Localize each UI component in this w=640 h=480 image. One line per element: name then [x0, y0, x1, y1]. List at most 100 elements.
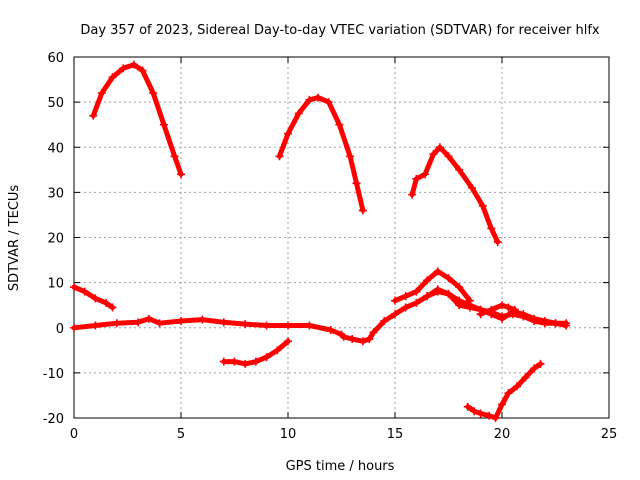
y-axis-label: SDTVAR / TECUs — [7, 185, 22, 292]
series-arc7 — [476, 301, 519, 319]
data-point — [70, 323, 78, 332]
data-point — [275, 152, 284, 161]
data-point — [504, 303, 513, 312]
data-point — [408, 190, 417, 199]
data-point — [91, 321, 100, 330]
data-point — [241, 359, 250, 368]
data-point — [352, 179, 361, 188]
data-point — [241, 320, 250, 329]
y-tick-label: 10 — [47, 277, 64, 292]
y-tick-label: 50 — [47, 96, 64, 111]
x-tick-label: 5 — [177, 427, 185, 442]
series-arc2 — [275, 93, 367, 215]
data-point — [455, 296, 464, 305]
series-arc6 — [423, 287, 571, 330]
data-point — [89, 111, 98, 120]
data-point — [420, 170, 429, 179]
data-point — [339, 332, 348, 341]
data-point — [433, 267, 442, 276]
data-point — [521, 373, 530, 382]
data-point — [365, 335, 374, 344]
data-point — [478, 201, 487, 210]
data-point — [519, 312, 528, 321]
chart-title: Day 357 of 2023, Sidereal Day-to-day VTE… — [80, 23, 600, 38]
data-point — [536, 359, 545, 368]
x-tick-label: 20 — [494, 427, 511, 442]
data-point — [412, 287, 421, 296]
y-tick-label: -20 — [43, 412, 64, 427]
data-point — [149, 89, 158, 98]
data-point — [468, 183, 477, 192]
data-point — [305, 321, 314, 330]
data-point — [487, 305, 496, 314]
y-tick-label: 30 — [47, 186, 64, 201]
data-point — [97, 89, 106, 98]
series-arc9 — [463, 359, 545, 422]
series-arc5 — [391, 267, 474, 305]
data-point — [487, 224, 496, 233]
data-point — [444, 289, 453, 298]
data-point — [412, 298, 421, 307]
data-point — [512, 382, 521, 391]
data-point — [540, 319, 549, 328]
x-tick-label: 15 — [387, 427, 404, 442]
data-point — [230, 357, 239, 366]
series-line — [276, 95, 366, 213]
x-tick-label: 10 — [280, 427, 297, 442]
x-tick-label: 0 — [70, 427, 78, 442]
data-point — [346, 152, 355, 161]
data-point — [551, 319, 560, 328]
x-axis-label: GPS time / hours — [286, 459, 395, 474]
data-point — [159, 120, 168, 129]
data-point — [348, 335, 357, 344]
data-point — [284, 337, 292, 346]
y-tick-label: 0 — [56, 322, 64, 337]
data-point — [219, 357, 228, 366]
data-point — [177, 316, 185, 325]
series-line — [465, 361, 543, 421]
data-point — [433, 287, 442, 296]
data-point — [284, 129, 292, 138]
data-point — [358, 337, 367, 346]
data-point — [562, 321, 571, 330]
data-point — [423, 276, 432, 285]
data-point — [429, 150, 438, 159]
y-tick-label: 40 — [47, 141, 64, 156]
data-point — [102, 298, 111, 307]
data-point — [423, 292, 432, 301]
data-point — [108, 73, 117, 82]
data-point — [251, 357, 260, 366]
data-point — [262, 353, 271, 362]
data-point — [134, 318, 143, 327]
data-point — [510, 305, 519, 314]
data-point — [498, 400, 506, 409]
data-point — [504, 389, 513, 398]
series-arc3 — [408, 143, 502, 247]
data-point — [112, 319, 121, 328]
data-point — [444, 152, 453, 161]
data-point — [530, 364, 539, 373]
data-point — [305, 95, 314, 104]
series-arc4 — [70, 283, 117, 312]
data-point — [129, 60, 138, 69]
data-point — [380, 316, 389, 325]
data-point — [444, 274, 453, 283]
data-point — [455, 165, 464, 174]
data-point — [177, 170, 185, 179]
data-point — [262, 321, 271, 330]
data-point — [70, 283, 78, 292]
data-point — [391, 296, 399, 305]
data-point — [476, 409, 485, 418]
data-point — [470, 407, 479, 416]
data-point — [170, 152, 179, 161]
data-point — [219, 318, 228, 327]
series-line — [71, 316, 344, 337]
data-point — [391, 310, 399, 319]
data-point — [294, 109, 303, 118]
data-point — [313, 93, 322, 102]
series-base1 — [70, 314, 346, 339]
gridlines — [74, 57, 609, 418]
data-point — [498, 312, 506, 321]
x-tick-label: 25 — [601, 427, 618, 442]
